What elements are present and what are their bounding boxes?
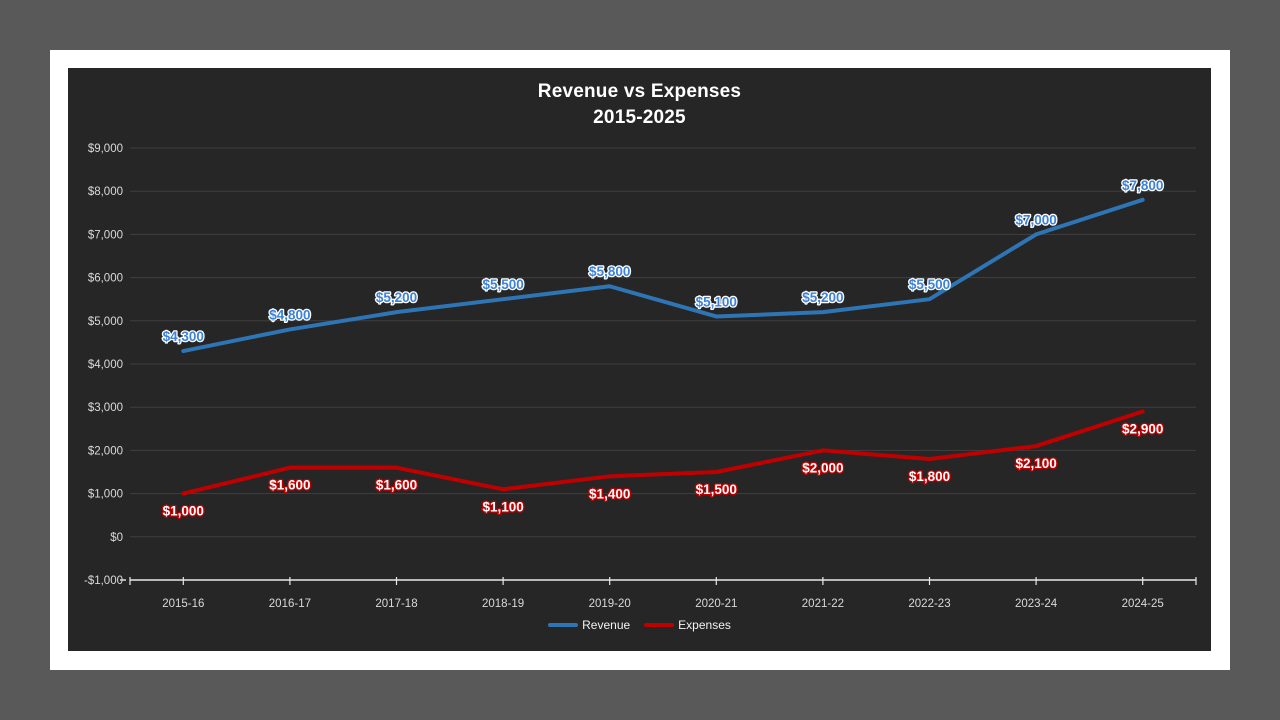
x-axis-label: 2023-24 xyxy=(1015,598,1058,610)
revenue-data-label: $5,500 xyxy=(909,277,950,292)
y-axis-label: $2,000 xyxy=(88,445,123,457)
revenue-line xyxy=(181,197,1145,354)
chart-title: Revenue vs Expenses 2015-2025 xyxy=(68,79,1211,131)
x-axis-label: 2016-17 xyxy=(269,598,311,610)
y-axis-label: $4,000 xyxy=(88,359,123,371)
expenses-data-label: $2,100 xyxy=(1015,456,1056,471)
y-axis-label: $5,000 xyxy=(88,316,123,328)
y-axis-label: $8,000 xyxy=(88,186,123,198)
x-axis-label: 2021-22 xyxy=(802,598,844,610)
y-axis-label: $6,000 xyxy=(88,273,123,285)
x-axis-label: 2017-18 xyxy=(375,598,417,610)
x-axis-label: 2020-21 xyxy=(695,598,737,610)
revenue-data-label: $7,000 xyxy=(1015,212,1056,227)
revenue-data-label: $4,800 xyxy=(269,307,310,322)
expenses-data-label: $1,000 xyxy=(163,504,204,519)
expenses-line xyxy=(181,409,1145,496)
legend-label-revenue: Revenue xyxy=(582,618,631,632)
y-axis-label: $0 xyxy=(110,532,123,544)
expenses-data-label: $1,100 xyxy=(482,499,523,514)
expenses-data-label: $2,000 xyxy=(802,460,843,475)
expenses-data-label: $1,800 xyxy=(909,469,950,484)
y-axis-label: $1,000 xyxy=(88,489,123,501)
revenue-data-label: $5,500 xyxy=(482,277,523,292)
revenue-data-label: $5,200 xyxy=(376,290,417,305)
y-axis-label: $7,000 xyxy=(88,229,123,241)
chart-title-line1: Revenue vs Expenses xyxy=(537,81,742,102)
legend-label-expenses: Expenses xyxy=(678,618,731,632)
chart-title-line2: 2015-2025 xyxy=(593,107,686,128)
presentation-slide: $9,000 $8,000 $7,000 $6,000 $5,000 $4,000 $3,0… xyxy=(50,50,1230,670)
revenue-data-label: $5,100 xyxy=(696,294,737,309)
revenue-data-label: $4,300 xyxy=(163,329,204,344)
revenue-data-label: $5,200 xyxy=(802,290,843,305)
revenue-data-label: $5,800 xyxy=(589,264,630,279)
expenses-data-label: $1,500 xyxy=(696,482,737,497)
revenue-data-label: $7,800 xyxy=(1122,178,1163,193)
legend-item-revenue: Revenue xyxy=(548,618,630,632)
expenses-data-label: $1,600 xyxy=(376,478,417,493)
chart-canvas: $9,000 $8,000 $7,000 $6,000 $5,000 $4,000 $3,0… xyxy=(68,68,1211,651)
x-axis-label: 2024-25 xyxy=(1122,598,1164,610)
revenue-line-swatch xyxy=(548,623,579,627)
expenses-data-label: $1,400 xyxy=(589,486,630,501)
expenses-data-label: $1,600 xyxy=(269,478,310,493)
expenses-data-label: $2,900 xyxy=(1122,422,1163,437)
expenses-line-swatch xyxy=(644,623,675,627)
x-axis-label: 2022-23 xyxy=(908,598,950,610)
x-axis-label: 2018-19 xyxy=(482,598,524,610)
legend-item-expenses: Expenses xyxy=(644,618,731,632)
y-axis-label: $3,000 xyxy=(88,402,123,414)
y-axis-label: -$1,000 xyxy=(84,575,123,587)
y-axis-label: $9,000 xyxy=(88,143,123,155)
x-axis-label: 2015-16 xyxy=(162,598,204,610)
chart-plot: $9,000 $8,000 $7,000 $6,000 $5,000 $4,000 $3,0… xyxy=(84,143,1197,610)
x-axis-label: 2019-20 xyxy=(589,598,631,610)
chart-legend: Revenue Expenses xyxy=(68,618,1211,632)
